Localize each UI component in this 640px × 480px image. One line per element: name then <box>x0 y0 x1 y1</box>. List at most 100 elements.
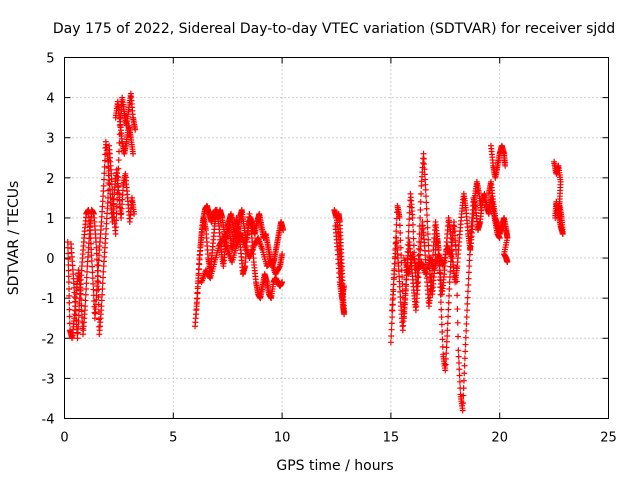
data-point-plus-marker <box>391 271 398 278</box>
y-tick-label: 0 <box>46 252 54 267</box>
data-point-plus-marker <box>418 190 425 197</box>
data-point-plus-marker <box>448 255 455 262</box>
data-point-plus-marker <box>99 291 106 298</box>
data-point-plus-marker <box>388 332 395 339</box>
data-point-plus-marker <box>409 214 416 221</box>
data-point-plus-marker <box>428 283 435 290</box>
data-point-plus-marker <box>90 280 97 287</box>
data-point-plus-marker <box>112 224 119 231</box>
data-point-plus-marker <box>279 279 286 286</box>
data-point-plus-marker <box>397 244 404 251</box>
y-tick-label: 1 <box>46 212 54 227</box>
data-point-plus-marker <box>417 214 424 221</box>
data-point-plus-marker <box>460 400 467 407</box>
x-tick-label: 25 <box>600 431 617 446</box>
data-point-plus-marker <box>88 246 95 253</box>
data-point-plus-marker <box>417 206 424 213</box>
data-point-plus-marker <box>95 257 102 264</box>
data-point-plus-marker <box>66 299 73 306</box>
data-point-plus-marker <box>95 262 102 269</box>
data-point-plus-marker <box>66 306 73 313</box>
data-point-plus-marker <box>462 341 469 348</box>
data-point-plus-marker <box>100 193 107 200</box>
data-point-plus-marker <box>195 280 202 287</box>
data-point-plus-marker <box>446 292 453 299</box>
data-point-plus-marker <box>462 348 469 355</box>
data-point-plus-marker <box>445 313 452 320</box>
data-point-plus-marker <box>88 257 95 264</box>
data-point-plus-marker <box>115 157 122 164</box>
data-point-plus-marker <box>84 268 91 275</box>
data-point-plus-marker <box>94 283 101 290</box>
data-point-plus-marker <box>455 353 462 360</box>
data-point-plus-marker <box>103 220 110 227</box>
x-tick-label: 10 <box>274 431 291 446</box>
chart-title: Day 175 of 2022, Sidereal Day-to-day VTE… <box>53 21 615 37</box>
data-point-plus-marker <box>396 283 403 290</box>
data-point-plus-marker <box>388 307 395 314</box>
data-point-plus-marker <box>99 198 106 205</box>
data-point-plus-marker <box>397 288 404 295</box>
data-point-plus-marker <box>89 263 96 270</box>
data-point-plus-marker <box>76 300 83 307</box>
data-point-plus-marker <box>446 285 453 292</box>
y-tick-label: -3 <box>42 372 55 387</box>
data-point-plus-marker <box>101 170 108 177</box>
data-point-plus-marker <box>388 320 395 327</box>
data-point-plus-marker <box>440 260 447 267</box>
data-point-plus-marker <box>443 344 450 351</box>
data-point-plus-marker <box>194 290 201 297</box>
data-point-plus-marker <box>393 228 400 235</box>
data-point-plus-marker <box>397 237 404 244</box>
data-point-plus-marker <box>466 257 473 264</box>
data-point-plus-marker <box>89 269 96 276</box>
data-point-plus-marker <box>88 252 95 259</box>
data-point-plus-marker <box>341 283 348 290</box>
data-point-plus-marker <box>454 292 461 299</box>
data-point-plus-marker <box>465 275 472 282</box>
data-point-plus-marker <box>390 281 397 288</box>
data-point-plus-marker <box>82 303 89 310</box>
data-point-plus-marker <box>104 200 111 207</box>
data-point-plus-marker <box>100 176 107 183</box>
data-point-plus-marker <box>132 126 139 133</box>
data-point-plus-marker <box>421 166 428 173</box>
data-point-plus-marker <box>463 327 470 334</box>
data-point-plus-marker <box>396 222 403 229</box>
data-point-plus-marker <box>103 215 110 222</box>
data-point-plus-marker <box>438 314 445 321</box>
data-point-plus-marker <box>466 263 473 270</box>
x-tick-label: 20 <box>491 431 508 446</box>
data-point-plus-marker <box>461 370 468 377</box>
data-point-plus-marker <box>420 155 427 162</box>
data-point-plus-marker <box>417 198 424 205</box>
data-point-plus-marker <box>389 291 396 298</box>
data-point-plus-marker <box>390 286 397 293</box>
data-point-plus-marker <box>65 267 72 274</box>
data-point-plus-marker <box>443 350 450 357</box>
data-point-plus-marker <box>455 333 462 340</box>
data-point-plus-marker <box>464 288 471 295</box>
data-point-plus-marker <box>391 260 398 267</box>
data-point-plus-marker <box>393 240 400 247</box>
data-point-plus-marker <box>100 268 107 275</box>
data-point-plus-marker <box>113 217 120 224</box>
data-point-plus-marker <box>100 182 107 189</box>
data-point-plus-marker <box>193 300 200 307</box>
data-point-plus-marker <box>460 377 467 384</box>
data-point-plus-marker <box>65 256 72 263</box>
data-point-plus-marker <box>389 314 396 321</box>
data-point-plus-marker <box>193 311 200 318</box>
data-point-plus-marker <box>454 306 461 313</box>
data-point-plus-marker <box>98 213 105 220</box>
data-point-plus-marker <box>95 279 102 286</box>
data-point-plus-marker <box>428 272 435 279</box>
data-point-plus-marker <box>444 332 451 339</box>
data-point-plus-marker <box>445 299 452 306</box>
data-point-plus-marker <box>112 230 119 237</box>
data-point-plus-marker <box>95 267 102 274</box>
data-point-plus-marker <box>424 224 431 231</box>
data-point-plus-marker <box>130 150 137 157</box>
data-point-plus-marker <box>82 291 89 298</box>
data-point-plus-marker <box>460 392 467 399</box>
